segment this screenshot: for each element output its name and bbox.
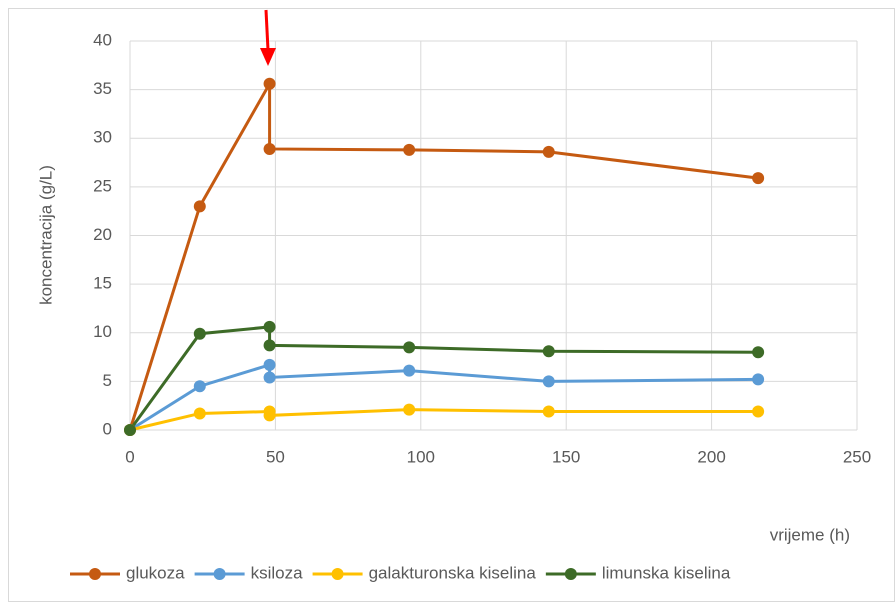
grid [129, 40, 858, 431]
chart-frame [8, 8, 895, 602]
data-point [263, 320, 276, 333]
data-point [752, 172, 765, 185]
y-tick-label: 40 [93, 30, 112, 49]
data-point [542, 345, 555, 358]
legend-label: glukoza [126, 563, 185, 582]
data-point [542, 405, 555, 418]
data-point [752, 405, 765, 418]
series-line [129, 362, 759, 432]
legend-label: galakturonska kiselina [369, 563, 537, 582]
y-axis-label: koncentracija (g/L) [36, 165, 55, 305]
data-point [403, 403, 416, 416]
data-point [124, 424, 136, 436]
data-point [263, 77, 276, 90]
data-point [263, 409, 276, 422]
y-tick-label: 15 [93, 274, 112, 293]
plot [124, 77, 765, 436]
data-point [263, 371, 276, 384]
data-point [193, 327, 206, 340]
series-line [129, 408, 759, 432]
legend-label: limunska kiselina [602, 563, 731, 582]
legend-marker [331, 568, 344, 580]
data-point [542, 145, 555, 158]
x-tick-label: 50 [266, 447, 285, 466]
y-tick-label: 30 [93, 128, 112, 147]
y-tick-label: 20 [93, 225, 112, 244]
legend-marker [213, 568, 226, 580]
data-point [752, 346, 765, 359]
x-tick-label: 150 [552, 447, 580, 466]
x-tick-label: 0 [125, 447, 134, 466]
y-tick-label: 10 [93, 322, 112, 341]
y-tick-label: 25 [93, 176, 112, 195]
x-tick-label: 100 [407, 447, 435, 466]
data-point [263, 358, 276, 371]
x-axis-label: vrijeme (h) [770, 525, 850, 544]
data-point [193, 407, 206, 420]
x-tick-label: 200 [697, 447, 725, 466]
y-tick-label: 0 [103, 419, 112, 438]
data-point [263, 142, 276, 155]
legend-label: ksiloza [251, 563, 304, 582]
data-point [193, 200, 206, 213]
data-point [542, 375, 555, 388]
annotation-arrow [260, 9, 276, 66]
data-point [193, 380, 206, 393]
data-point [403, 341, 416, 354]
legend-marker [564, 568, 577, 580]
y-tick-label: 35 [93, 79, 112, 98]
legend: glukoza ksiloza galakturonska kiselina limu… [70, 563, 731, 582]
data-point [403, 364, 416, 377]
legend-marker [89, 568, 101, 580]
x-tick-label: 250 [843, 447, 871, 466]
data-point [263, 339, 276, 352]
data-point [752, 373, 765, 386]
data-point [403, 143, 416, 156]
y-tick-label: 5 [103, 371, 112, 390]
